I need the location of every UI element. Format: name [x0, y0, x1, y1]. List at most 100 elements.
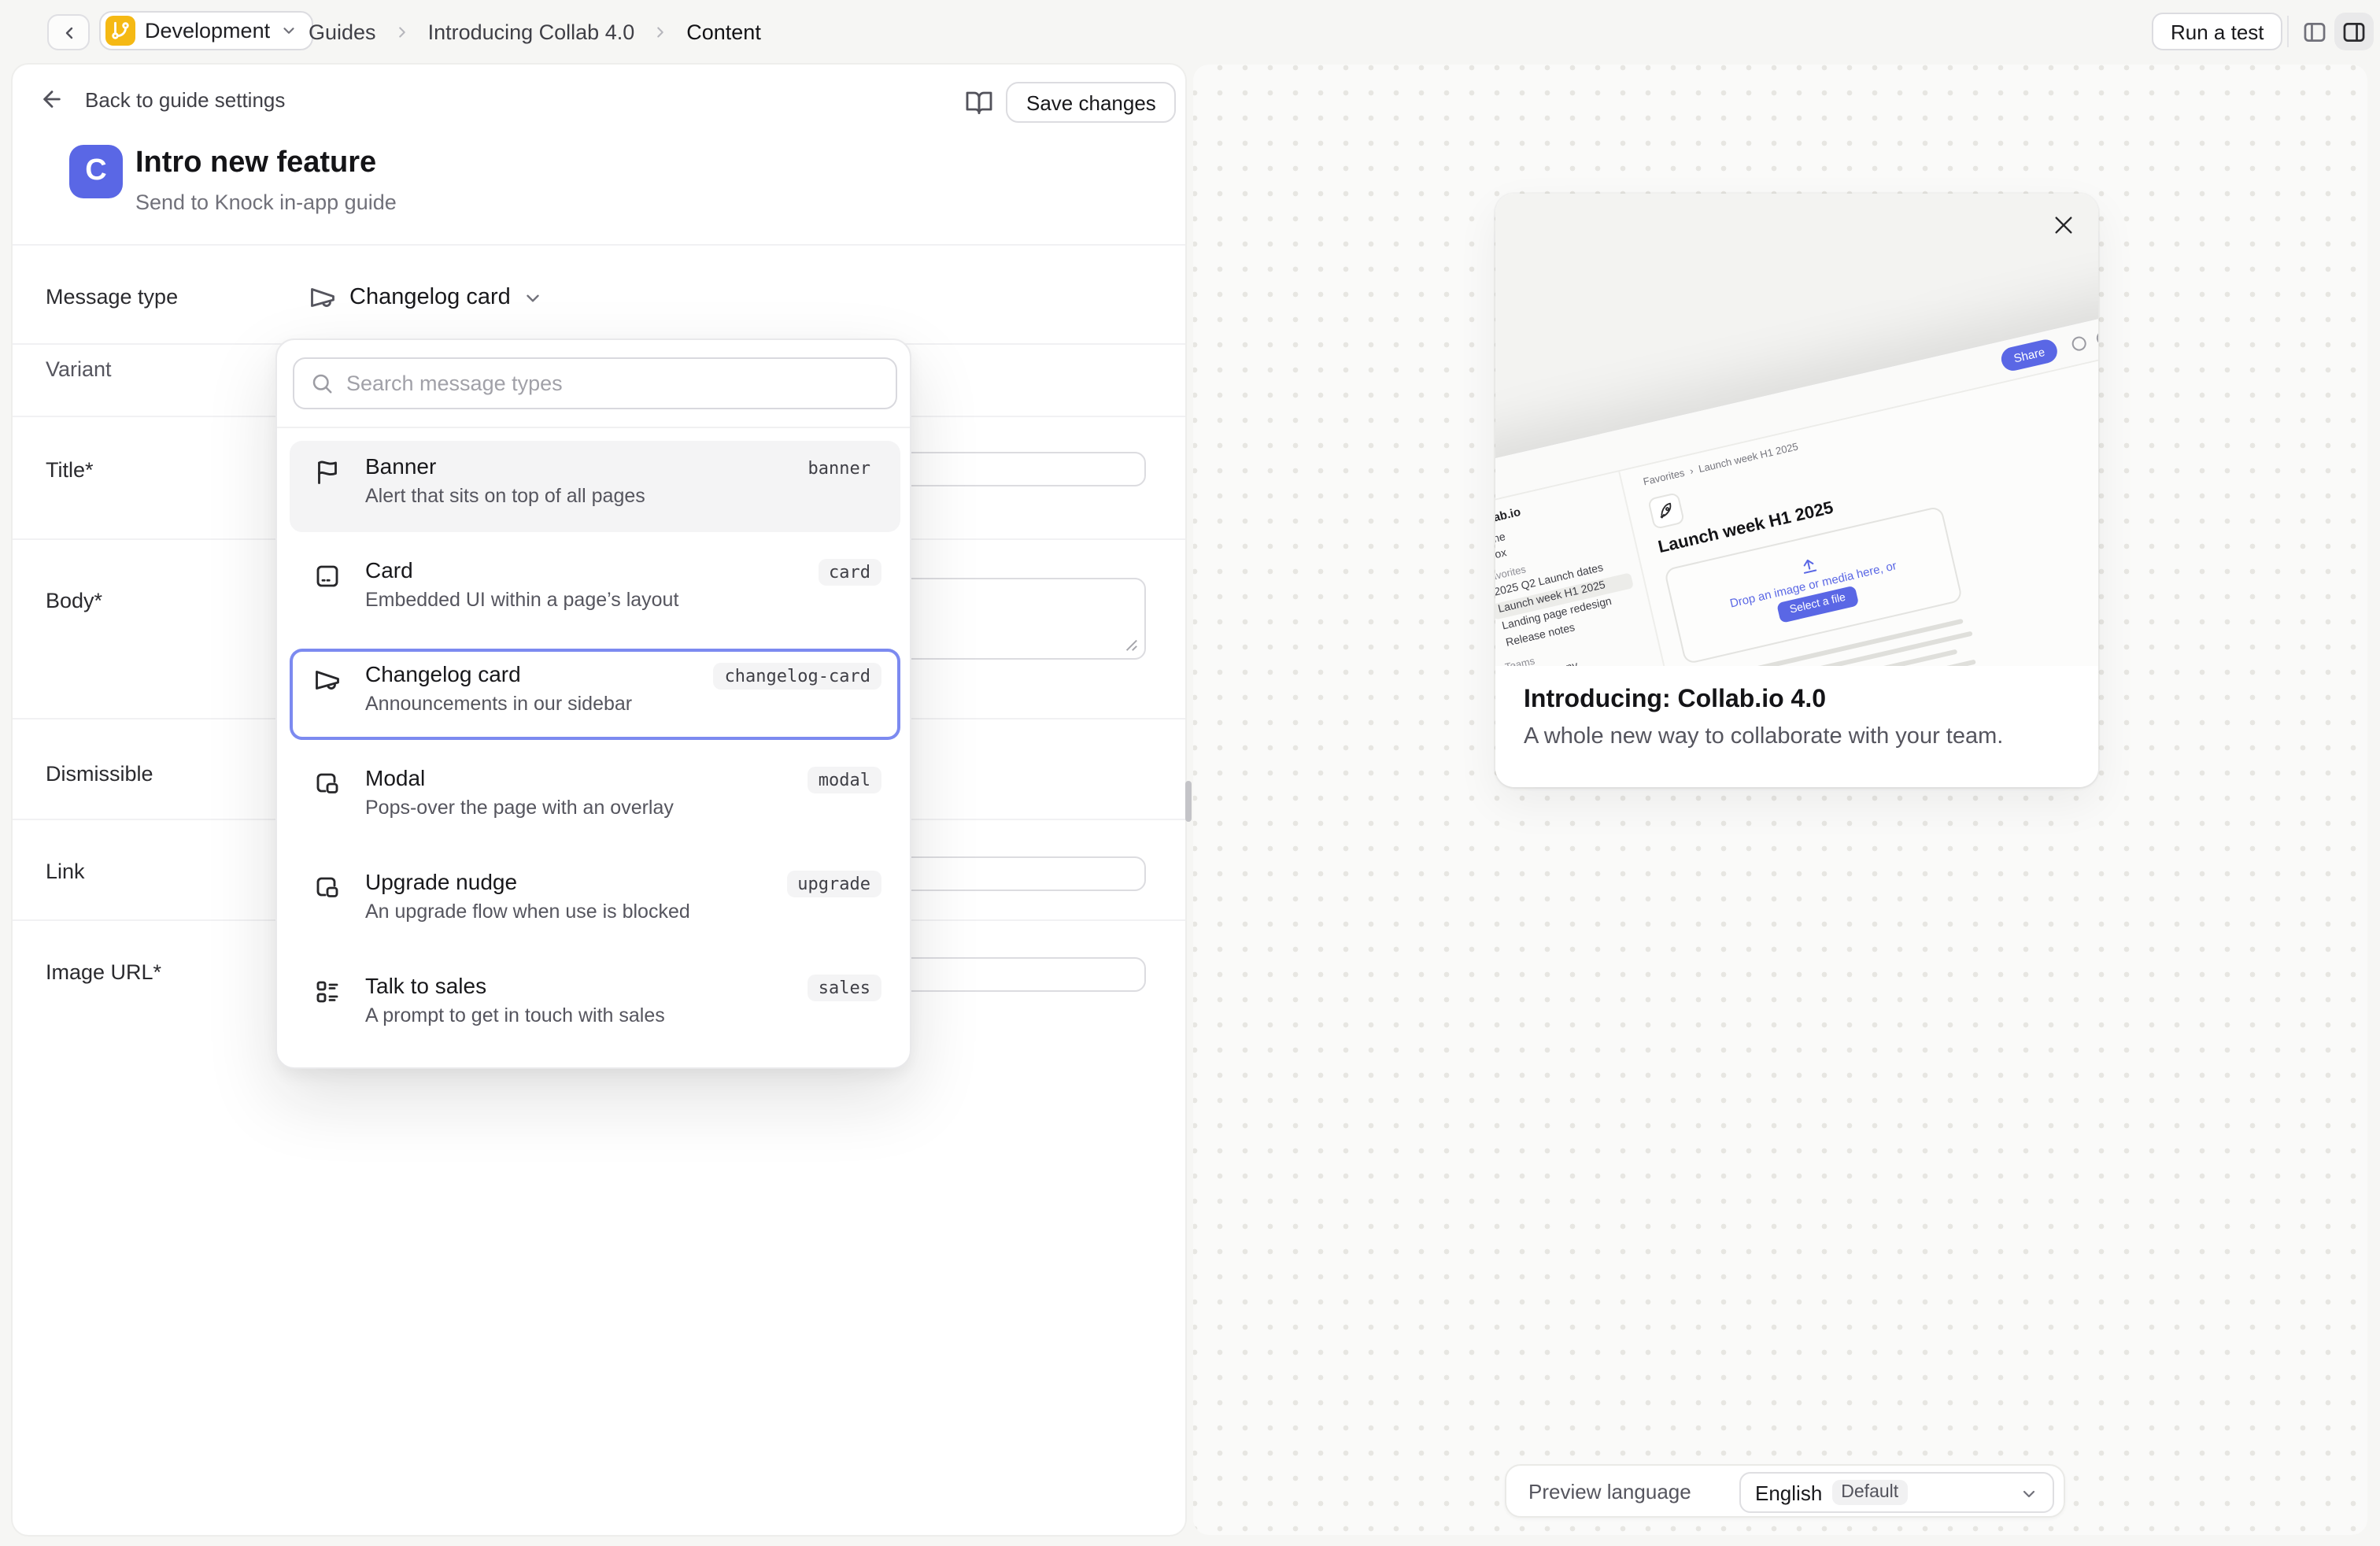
scrollbar-thumb[interactable] — [1185, 781, 1191, 822]
chevron-right-icon — [394, 23, 411, 40]
item-description: A prompt to get in touch with sales — [365, 1004, 665, 1026]
dismissible-label: Dismissible — [46, 762, 153, 786]
variant-label: Variant — [46, 357, 112, 381]
item-title: Upgrade nudge — [365, 869, 518, 894]
item-title: Modal — [365, 765, 426, 790]
rocket-icon — [1647, 492, 1686, 531]
menu-item-modal[interactable]: Modal Pops-over the page with an overlay… — [290, 753, 900, 844]
item-title: Card — [365, 557, 413, 583]
toggle-left-panel-button[interactable] — [2297, 16, 2331, 47]
share-button: Share — [1998, 337, 2060, 373]
link-label: Link — [46, 860, 85, 883]
back-label: Back to guide settings — [85, 87, 286, 111]
close-button[interactable] — [2048, 209, 2079, 241]
item-tag: banner — [796, 455, 881, 482]
preview-language-bar: Preview language English Default — [1505, 1464, 2065, 1518]
message-type-popover: Banner Alert that sits on top of all pag… — [275, 338, 911, 1069]
chevron-down-icon — [279, 22, 297, 39]
panel-right-icon — [2341, 18, 2367, 45]
preview-language-label: Preview language — [1528, 1479, 1691, 1503]
divider — [277, 427, 910, 428]
chevron-down-icon — [2020, 1485, 2038, 1503]
environment-name: Development — [145, 19, 271, 43]
preview-image-area: Share Collab.io Home Inbox Favorites 202… — [1495, 194, 2098, 666]
menu-item-card[interactable]: Card Embedded UI within a page’s layout … — [290, 545, 900, 636]
search-box — [293, 357, 897, 409]
preview-title: Introducing: Collab.io 4.0 — [1524, 686, 1826, 713]
modal-icon — [313, 770, 342, 798]
menu-item-upgrade-nudge[interactable]: Upgrade nudge An upgrade flow when use i… — [290, 856, 900, 948]
breadcrumb-content: Content — [686, 20, 761, 43]
item-tag: sales — [807, 975, 881, 1001]
save-changes-button[interactable]: Save changes — [1006, 82, 1177, 123]
item-title: Talk to sales — [365, 973, 487, 998]
history-back-button[interactable] — [47, 14, 90, 50]
close-icon — [2051, 213, 2076, 238]
item-tag: upgrade — [786, 871, 881, 897]
message-type-label: Message type — [46, 285, 179, 309]
page-title: Intro new feature — [135, 146, 377, 179]
menu-item-banner[interactable]: Banner Alert that sits on top of all pag… — [290, 441, 900, 532]
image-url-label: Image URL* — [46, 960, 162, 984]
guide-preview-card: Share Collab.io Home Inbox Favorites 202… — [1495, 194, 2098, 787]
item-description: Pops-over the page with an overlay — [365, 797, 674, 819]
flag-icon — [313, 458, 342, 486]
menu-item-changelog-card[interactable]: Changelog card Announcements in our side… — [290, 649, 900, 740]
environment-selector[interactable]: Development — [99, 11, 313, 50]
item-title: Changelog card — [365, 661, 521, 686]
divider — [2287, 16, 2289, 47]
language-variant-badge: Default — [1831, 1480, 1909, 1505]
item-tag: changelog-card — [713, 663, 881, 690]
resize-handle-icon[interactable] — [1124, 638, 1138, 652]
body-label: Body* — [46, 589, 103, 612]
preview-subtitle: A whole new way to collaborate with your… — [1524, 724, 2004, 749]
title-label: Title* — [46, 458, 94, 482]
item-description: Announcements in our sidebar — [365, 693, 633, 715]
item-tag: modal — [807, 767, 881, 793]
item-tag: card — [818, 559, 881, 586]
chevron-right-icon — [652, 23, 669, 40]
item-title: Banner — [365, 453, 437, 479]
screenshot-main: Favorites › Launch week H1 2025 Launch w… — [1620, 342, 2098, 666]
item-description: Alert that sits on top of all pages — [365, 485, 645, 507]
book-open-icon — [965, 88, 993, 117]
item-description: An upgrade flow when use is blocked — [365, 901, 690, 923]
chevron-down-icon — [523, 287, 544, 308]
top-bar: Development Guides Introducing Collab 4.… — [0, 0, 2380, 63]
screenshot-body: Collab.io Home Inbox Favorites 2025 Q2 L… — [1495, 290, 2098, 666]
language-select[interactable]: English Default — [1739, 1472, 2054, 1513]
embedded-screenshot: Share Collab.io Home Inbox Favorites 202… — [1495, 250, 2098, 666]
breadcrumb: Guides Introducing Collab 4.0 Content — [309, 0, 761, 63]
divider — [13, 244, 1185, 246]
message-type-value: Changelog card — [349, 285, 511, 310]
git-branch-icon — [105, 16, 135, 46]
docs-button[interactable] — [962, 85, 996, 120]
upload-dropzone: Drop an image or media here, or Select a… — [1663, 505, 1964, 665]
megaphone-icon — [309, 283, 337, 312]
menu-item-talk-to-sales[interactable]: Talk to sales A prompt to get in touch w… — [290, 960, 900, 1052]
search-icon — [310, 372, 334, 395]
editor-panel: Back to guide settings Save changes C In… — [13, 65, 1185, 1535]
search-input[interactable] — [346, 372, 880, 395]
breadcrumb-guides[interactable]: Guides — [309, 20, 376, 43]
run-test-button[interactable]: Run a test — [2152, 13, 2283, 50]
history-icon — [2070, 335, 2088, 353]
bell-icon — [2095, 329, 2098, 347]
guide-avatar: C — [69, 145, 123, 198]
message-type-select[interactable]: Changelog card — [305, 276, 547, 320]
chevron-left-icon — [59, 23, 78, 42]
card-icon — [313, 562, 342, 590]
arrow-left-icon — [39, 87, 65, 112]
upload-icon — [1798, 555, 1819, 575]
breadcrumb-guide-name[interactable]: Introducing Collab 4.0 — [427, 20, 635, 43]
back-to-guide-settings[interactable]: Back to guide settings — [39, 87, 285, 112]
language-value: English — [1755, 1481, 1823, 1504]
toggle-right-panel-button[interactable] — [2334, 13, 2374, 50]
preview-panel: Share Collab.io Home Inbox Favorites 202… — [1193, 65, 2367, 1535]
upgrade-icon — [313, 874, 342, 902]
item-description: Embedded UI within a page’s layout — [365, 589, 679, 611]
preview-card-text: Introducing: Collab.io 4.0 A whole new w… — [1495, 666, 2098, 749]
page-subtitle: Send to Knock in-app guide — [135, 190, 397, 214]
megaphone-icon — [313, 666, 342, 694]
